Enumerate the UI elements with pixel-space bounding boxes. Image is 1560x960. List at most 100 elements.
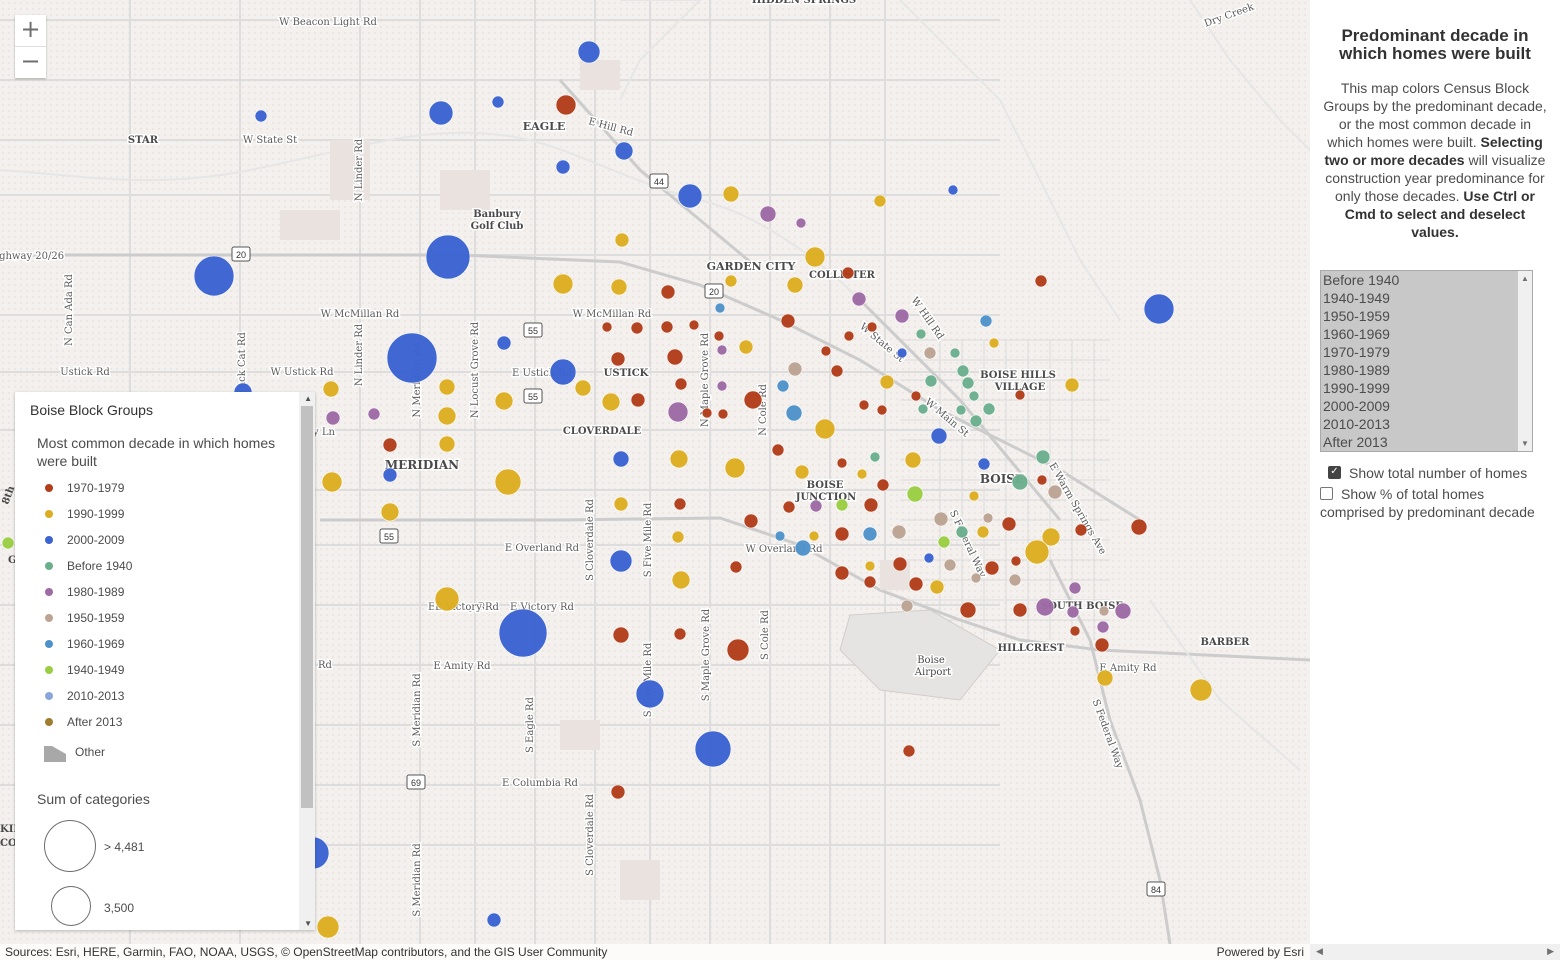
block-group-marker[interactable] <box>902 744 916 758</box>
decade-select[interactable]: Before 1940 1940-1949 1950-1959 1960-1969 19… <box>1320 270 1533 452</box>
block-group-marker[interactable] <box>864 560 876 572</box>
block-group-marker[interactable] <box>549 358 577 386</box>
block-group-marker[interactable] <box>969 414 983 428</box>
block-group-marker[interactable] <box>917 403 929 415</box>
block-group-marker[interactable] <box>869 451 881 463</box>
block-group-marker[interactable] <box>780 313 796 329</box>
block-group-marker[interactable] <box>610 351 626 367</box>
block-group-marker[interactable] <box>970 572 982 584</box>
block-group-marker[interactable] <box>809 499 823 513</box>
block-group-marker[interactable] <box>1034 274 1048 288</box>
decade-option[interactable]: 2010-2013 <box>1321 415 1518 433</box>
block-group-marker[interactable] <box>743 390 763 410</box>
block-group-marker[interactable] <box>955 404 967 416</box>
block-group-marker[interactable] <box>193 255 235 297</box>
block-group-marker[interactable] <box>716 380 728 392</box>
block-group-marker[interactable] <box>382 437 398 453</box>
block-group-marker[interactable] <box>738 339 754 355</box>
block-group-marker[interactable] <box>795 217 807 229</box>
block-group-marker[interactable] <box>759 205 777 223</box>
block-group-marker[interactable] <box>717 408 729 420</box>
block-group-marker[interactable] <box>1011 473 1029 491</box>
block-group-marker[interactable] <box>325 410 341 426</box>
block-group-marker[interactable] <box>943 558 957 572</box>
decade-option[interactable]: 1980-1989 <box>1321 361 1518 379</box>
block-group-marker[interactable] <box>961 376 975 390</box>
checkbox-checked-icon[interactable]: ✓ <box>1328 465 1341 479</box>
block-group-marker[interactable] <box>555 159 571 175</box>
block-group-marker[interactable] <box>713 330 725 342</box>
block-group-marker[interactable] <box>601 321 613 333</box>
decade-option[interactable]: 1940-1949 <box>1321 289 1518 307</box>
scroll-right-icon[interactable]: ▶ <box>1547 946 1554 956</box>
block-group-marker[interactable] <box>774 530 786 542</box>
block-group-marker[interactable] <box>694 730 732 768</box>
scroll-down-icon[interactable]: ▼ <box>304 919 312 928</box>
decade-option[interactable]: 1990-1999 <box>1321 379 1518 397</box>
block-group-marker[interactable] <box>316 915 340 939</box>
block-group-marker[interactable] <box>612 626 630 644</box>
block-group-marker[interactable] <box>830 364 844 378</box>
block-group-marker[interactable] <box>688 319 700 331</box>
block-group-marker[interactable] <box>380 502 400 522</box>
block-group-marker[interactable] <box>610 784 626 800</box>
scroll-up-icon[interactable]: ▲ <box>1521 274 1529 283</box>
block-group-marker[interactable] <box>984 560 1000 576</box>
block-group-marker[interactable] <box>630 392 646 408</box>
block-group-marker[interactable] <box>612 450 630 468</box>
legend-scrollbar[interactable]: ▲ ▼ <box>299 392 315 930</box>
scroll-left-icon[interactable]: ◀ <box>1316 946 1323 956</box>
block-group-marker[interactable] <box>879 374 895 390</box>
block-group-marker[interactable] <box>910 390 922 402</box>
block-group-marker[interactable] <box>491 95 505 109</box>
block-group-marker[interactable] <box>577 40 601 64</box>
block-group-marker[interactable] <box>613 496 629 512</box>
block-group-marker[interactable] <box>876 478 890 492</box>
block-group-marker[interactable] <box>437 406 457 426</box>
block-group-marker[interactable] <box>1074 523 1088 537</box>
block-group-marker[interactable] <box>367 407 381 421</box>
block-group-marker[interactable] <box>776 379 790 393</box>
block-group-marker[interactable] <box>1098 605 1110 617</box>
block-group-marker[interactable] <box>666 348 684 366</box>
block-group-marker[interactable] <box>908 576 924 592</box>
block-group-marker[interactable] <box>1014 389 1026 401</box>
block-group-marker[interactable] <box>1012 602 1028 618</box>
show-percent-checkbox[interactable]: Show % of total homes comprised by predo… <box>1320 485 1542 521</box>
block-group-marker[interactable] <box>1035 449 1051 465</box>
block-group-marker[interactable] <box>851 291 867 307</box>
block-group-marker[interactable] <box>873 194 887 208</box>
block-group-marker[interactable] <box>892 556 908 572</box>
zoom-in-button[interactable]: + <box>20 15 41 43</box>
block-group-marker[interactable] <box>841 266 855 280</box>
horizontal-scrollbar[interactable]: ◀ ▶ <box>1310 944 1560 960</box>
block-group-marker[interactable] <box>856 468 868 480</box>
block-group-marker[interactable] <box>782 500 796 514</box>
block-group-marker[interactable] <box>924 374 938 388</box>
block-group-marker[interactable] <box>1001 516 1017 532</box>
block-group-marker[interactable] <box>1035 597 1055 617</box>
block-group-marker[interactable] <box>834 565 850 581</box>
block-group-marker[interactable] <box>673 497 687 511</box>
block-group-marker[interactable] <box>1066 605 1080 619</box>
block-group-marker[interactable] <box>496 335 512 351</box>
block-group-marker[interactable] <box>820 345 832 357</box>
block-group-marker[interactable] <box>438 435 456 453</box>
scroll-down-icon[interactable]: ▼ <box>1521 439 1529 448</box>
block-group-marker[interactable] <box>743 513 759 529</box>
block-group-marker[interactable] <box>876 404 888 416</box>
block-group-marker[interactable] <box>1189 678 1213 702</box>
block-group-marker[interactable] <box>794 539 812 557</box>
block-group-marker[interactable] <box>674 377 688 391</box>
block-group-marker[interactable] <box>386 332 438 384</box>
block-group-marker[interactable] <box>1024 539 1050 565</box>
block-group-marker[interactable] <box>863 497 879 513</box>
block-group-marker[interactable] <box>614 232 630 248</box>
block-group-marker[interactable] <box>814 418 836 440</box>
block-group-marker[interactable] <box>949 347 961 359</box>
block-group-marker[interactable] <box>671 530 685 544</box>
block-group-marker[interactable] <box>1068 581 1082 595</box>
block-group-marker[interactable] <box>858 399 870 411</box>
block-group-marker[interactable] <box>804 246 826 268</box>
scroll-up-icon[interactable]: ▲ <box>304 394 312 403</box>
